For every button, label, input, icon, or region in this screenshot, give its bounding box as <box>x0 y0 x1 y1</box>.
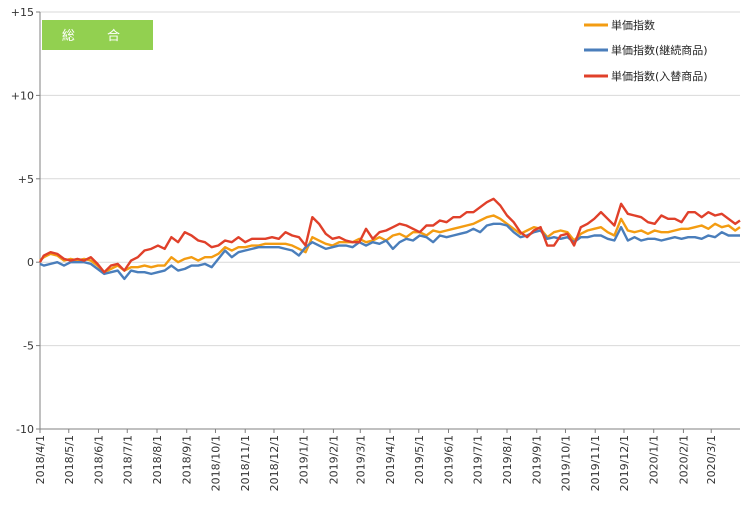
y-tick-label-3: 0 <box>27 256 34 269</box>
x-tick-label-4: 2018/8/1 <box>151 435 164 484</box>
chart-title-background <box>42 20 153 50</box>
x-tick-label-8: 2018/12/1 <box>268 435 281 491</box>
x-tick-label-11: 2019/3/1 <box>354 435 367 484</box>
x-tick-label-5: 2018/9/1 <box>181 435 194 484</box>
x-tick-label-9: 2019/1/1 <box>298 435 311 484</box>
x-tick-label-23: 2020/3/1 <box>705 435 718 484</box>
x-tick-label-6: 2018/10/1 <box>209 435 222 491</box>
y-tick-label-0: +15 <box>11 6 34 19</box>
y-tick-label-4: -5 <box>23 340 34 353</box>
x-tick-label-12: 2019/4/1 <box>384 435 397 484</box>
legend-label-1: 単価指数(継続商品) <box>611 43 708 57</box>
x-tick-label-21: 2020/1/1 <box>648 435 661 484</box>
x-tick-label-10: 2019/2/1 <box>327 435 340 484</box>
x-tick-label-16: 2019/8/1 <box>501 435 514 484</box>
series-line-0 <box>39 214 741 274</box>
legend-label-0: 単価指数 <box>611 18 655 32</box>
gridlines <box>40 11 740 347</box>
x-tick-label-14: 2019/6/1 <box>442 435 455 484</box>
x-tick-label-20: 2019/12/1 <box>618 435 631 491</box>
x-tick-label-18: 2019/10/1 <box>559 435 572 491</box>
y-tick-label-1: +10 <box>11 89 34 102</box>
x-tick-label-17: 2019/9/1 <box>531 435 544 484</box>
chart-title: 総 合 <box>62 29 134 44</box>
x-tick-label-13: 2019/5/1 <box>413 435 426 484</box>
legend-label-2: 単価指数(入替商品) <box>611 69 708 83</box>
x-tick-label-7: 2018/11/1 <box>239 435 252 491</box>
x-tick-label-0: 2018/4/1 <box>34 435 47 484</box>
x-tick-label-1: 2018/5/1 <box>63 435 76 484</box>
series-line-1 <box>39 222 740 281</box>
x-tick-label-15: 2019/7/1 <box>471 435 484 484</box>
x-tick-label-2: 2018/6/1 <box>92 435 105 484</box>
x-tick-label-3: 2018/7/1 <box>121 435 134 484</box>
y-tick-label-2: +5 <box>18 173 34 186</box>
x-tick-label-22: 2020/2/1 <box>677 435 690 484</box>
series-line-2 <box>38 197 741 274</box>
x-tick-label-19: 2019/11/1 <box>589 435 602 491</box>
series-lines <box>38 197 741 281</box>
chart-title-badge: 総 合 <box>42 20 153 50</box>
y-tick-label-5: -10 <box>16 423 34 436</box>
